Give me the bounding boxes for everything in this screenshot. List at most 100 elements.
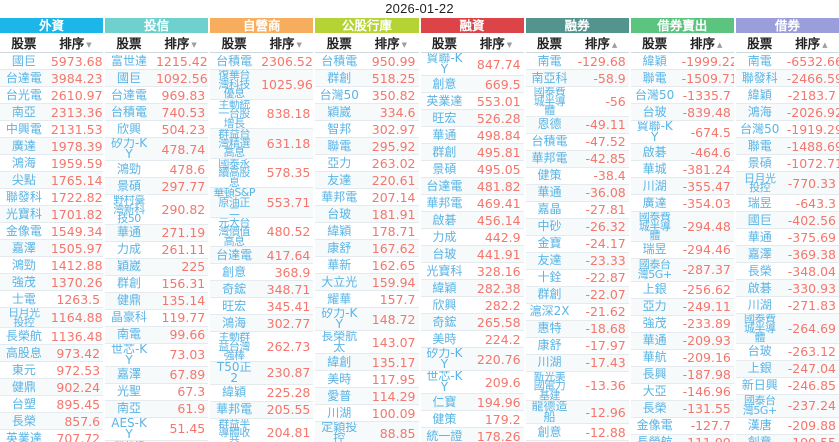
stock-name-cell[interactable]: 緯穎 <box>210 384 259 402</box>
table-row[interactable]: 長榮 -348.04 <box>735 262 839 280</box>
stock-name-cell[interactable]: 貿聯-KY <box>630 120 679 144</box>
stock-name-cell[interactable]: 華通 <box>735 228 784 246</box>
stock-name-cell[interactable]: 金寶 <box>525 235 574 253</box>
stock-name-cell[interactable]: 國巨 <box>105 69 153 87</box>
stock-name-cell[interactable]: 瑞昱 <box>630 241 679 259</box>
panel-title[interactable]: 融資 <box>420 18 524 33</box>
table-row[interactable]: 台玻 181.91 <box>315 205 419 223</box>
stock-name-cell[interactable]: 金像電 <box>0 222 48 240</box>
stock-name-cell[interactable]: 健鼎 <box>105 292 153 310</box>
table-row[interactable]: 大立光 159.94 <box>315 273 419 291</box>
stock-name-cell[interactable]: 南電 <box>105 326 153 344</box>
stock-name-cell[interactable]: 矽力-KY <box>105 137 153 161</box>
table-row[interactable]: 長榮航-111.99 <box>630 434 734 442</box>
stock-name-cell[interactable]: 川湖 <box>630 177 679 195</box>
stock-name-cell[interactable]: 漢唐 <box>735 417 784 435</box>
table-row[interactable]: 新日興 -246.85 <box>735 377 839 395</box>
table-row[interactable]: 華通 -375.69 <box>735 228 839 246</box>
stock-name-cell[interactable]: 群創 <box>420 143 469 161</box>
table-row[interactable]: 元大台灣價值高息 480.52 <box>210 217 314 247</box>
table-row[interactable]: 國泰永續高股息 578.35 <box>210 158 314 188</box>
stock-name-cell[interactable]: 美時 <box>315 370 364 388</box>
table-row[interactable]: 國泰台灣5G+ -287.37 <box>630 258 734 282</box>
table-row[interactable]: 上銀 -256.62 <box>630 281 734 299</box>
column-header-stock[interactable]: 股票 <box>210 33 259 53</box>
stock-name-cell[interactable]: 穎崴 <box>315 103 364 121</box>
table-row[interactable]: 川湖 -17.43 <box>525 354 629 372</box>
stock-name-cell[interactable]: 景碩 <box>420 160 469 178</box>
stock-name-cell[interactable]: 富世達 <box>105 52 153 70</box>
table-row[interactable]: 緯創 135.17 <box>315 353 419 371</box>
table-row[interactable]: 奇鋐 348.71 <box>210 280 314 298</box>
stock-name-cell[interactable]: 長興 <box>630 366 679 384</box>
stock-name-cell[interactable]: 旺宏 <box>210 297 259 315</box>
stock-name-cell[interactable]: 國泰台灣5G+ <box>735 394 784 418</box>
stock-name-cell[interactable]: 國泰費城半導體 <box>525 86 574 117</box>
table-row[interactable]: 旺宏 345.41 <box>210 297 314 315</box>
table-row[interactable]: 華邦電 469.41 <box>420 194 524 212</box>
table-row[interactable]: 定穎投控 88.85 <box>315 421 419 442</box>
stock-name-cell[interactable]: 緯穎 <box>315 222 364 240</box>
stock-name-cell[interactable]: 聯電 <box>630 69 679 87</box>
stock-name-cell[interactable]: 台灣50 <box>315 86 364 104</box>
stock-name-cell[interactable]: 台達電 <box>420 177 469 195</box>
stock-name-cell[interactable]: 元大台灣價值高息 <box>210 217 259 247</box>
table-row[interactable]: 啟碁 -464.6 <box>630 143 734 161</box>
table-row[interactable]: 緯穎 -2183.7 <box>735 86 839 104</box>
stock-name-cell[interactable]: 大亞 <box>630 383 679 401</box>
table-row[interactable]: 群益台灣精選高息 631.18 <box>210 128 314 159</box>
stock-name-cell[interactable]: 南亞 <box>0 103 48 121</box>
stock-name-cell[interactable]: 緯穎 <box>735 86 784 104</box>
table-row[interactable]: 景碩 -1072.71 <box>735 154 839 172</box>
stock-name-cell[interactable]: 旺宏 <box>420 109 469 127</box>
table-row[interactable]: 世芯-KY 73.03 <box>105 343 209 367</box>
sort-descending-icon[interactable]: ▼ <box>506 40 513 49</box>
column-header-rank[interactable]: 排序 ▼ <box>468 33 524 53</box>
table-row[interactable]: 台玻 -839.48 <box>630 103 734 121</box>
column-header-rank[interactable]: 排序 ▲ <box>573 33 629 53</box>
table-row[interactable]: 台光電 2610.97 <box>0 86 104 104</box>
stock-name-cell[interactable]: 華通 <box>630 332 679 350</box>
panel-title[interactable]: 公股行庫 <box>315 18 419 33</box>
table-row[interactable]: 康舒 -17.97 <box>525 337 629 355</box>
table-row[interactable]: 友達 220.61 <box>315 171 419 189</box>
table-row[interactable]: 川湖 100.09 <box>315 404 419 422</box>
table-row[interactable]: 台玻 -263.12 <box>735 343 839 361</box>
stock-name-cell[interactable]: 華通 <box>105 224 153 242</box>
stock-name-cell[interactable]: 尖點 <box>0 171 48 189</box>
stock-name-cell[interactable]: 新日興 <box>735 377 784 395</box>
table-row[interactable]: 長榮 857.6 <box>0 412 104 430</box>
panel-title[interactable]: 外資 <box>0 18 104 33</box>
stock-name-cell[interactable]: 華頓S&P原油正二 <box>210 187 259 218</box>
table-row[interactable]: 鴻勁 478.6 <box>105 160 209 178</box>
table-row[interactable]: 鴻海 302.77 <box>210 314 314 332</box>
stock-name-cell[interactable]: 旺宏 <box>525 440 574 442</box>
table-row[interactable]: 強茂 1370.26 <box>0 273 104 291</box>
stock-name-cell[interactable]: 國泰永續高股息 <box>210 158 259 188</box>
stock-name-cell[interactable]: 世芯-KY <box>420 370 469 394</box>
table-row[interactable]: 景碩 297.77 <box>105 177 209 195</box>
table-row[interactable]: 富世達 1215.42 <box>105 52 209 70</box>
stock-name-cell[interactable]: 復華台灣科技優息 <box>210 69 259 100</box>
stock-name-cell[interactable]: 健策 <box>420 410 469 428</box>
stock-name-cell[interactable]: 欣興 <box>105 120 153 138</box>
table-row[interactable]: 國巨 1092.56 <box>105 69 209 87</box>
stock-name-cell[interactable]: 仁寶 <box>420 393 469 411</box>
column-header-rank[interactable]: 排序 ▲ <box>783 33 839 53</box>
table-row[interactable]: 嘉晶 -27.81 <box>525 201 629 219</box>
stock-name-cell[interactable]: 鴻勁 <box>0 256 48 274</box>
table-row[interactable]: 台達電 3984.23 <box>0 69 104 87</box>
table-row[interactable]: 健鼎 902.24 <box>0 378 104 396</box>
table-row[interactable]: 群益半導體收益 204.81 <box>210 418 314 442</box>
table-row[interactable]: 台積電 740.53 <box>105 103 209 121</box>
stock-name-cell[interactable]: 啟碁 <box>630 143 679 161</box>
table-row[interactable]: 亞力 -249.11 <box>630 298 734 316</box>
stock-name-cell[interactable]: 愛普 <box>315 387 364 405</box>
stock-name-cell[interactable]: 恩德 <box>525 116 574 134</box>
table-row[interactable]: 國泰費城半導體 -264.69 <box>735 313 839 344</box>
table-row[interactable]: 南亞 2313.36 <box>0 103 104 121</box>
table-row[interactable]: 野村臺灣新科技50 290.82 <box>105 194 209 225</box>
table-row[interactable]: 聯發科 1722.82 <box>0 188 104 206</box>
stock-name-cell[interactable]: T50正2 <box>210 361 259 385</box>
stock-name-cell[interactable]: 川湖 <box>315 404 364 422</box>
